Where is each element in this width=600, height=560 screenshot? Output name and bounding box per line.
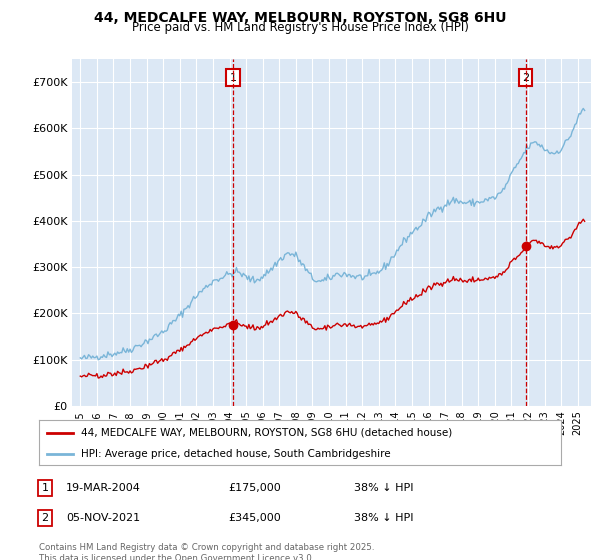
Text: £175,000: £175,000 — [228, 483, 281, 493]
Text: 05-NOV-2021: 05-NOV-2021 — [66, 513, 140, 523]
Text: 44, MEDCALFE WAY, MELBOURN, ROYSTON, SG8 6HU: 44, MEDCALFE WAY, MELBOURN, ROYSTON, SG8… — [94, 11, 506, 25]
Text: HPI: Average price, detached house, South Cambridgeshire: HPI: Average price, detached house, Sout… — [81, 449, 391, 459]
Text: 44, MEDCALFE WAY, MELBOURN, ROYSTON, SG8 6HU (detached house): 44, MEDCALFE WAY, MELBOURN, ROYSTON, SG8… — [81, 427, 452, 437]
Text: £345,000: £345,000 — [228, 513, 281, 523]
Text: 38% ↓ HPI: 38% ↓ HPI — [354, 513, 413, 523]
Text: 38% ↓ HPI: 38% ↓ HPI — [354, 483, 413, 493]
Text: 1: 1 — [41, 483, 49, 493]
Text: Contains HM Land Registry data © Crown copyright and database right 2025.
This d: Contains HM Land Registry data © Crown c… — [39, 543, 374, 560]
Text: Price paid vs. HM Land Registry's House Price Index (HPI): Price paid vs. HM Land Registry's House … — [131, 21, 469, 34]
Text: 2: 2 — [522, 73, 529, 83]
Text: 19-MAR-2004: 19-MAR-2004 — [66, 483, 141, 493]
Text: 2: 2 — [41, 513, 49, 523]
Text: 1: 1 — [230, 73, 236, 83]
